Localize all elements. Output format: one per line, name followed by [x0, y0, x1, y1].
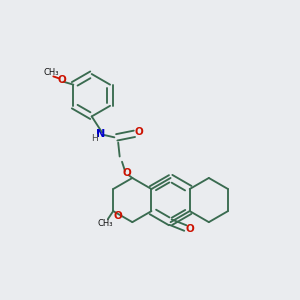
- Text: H: H: [91, 134, 98, 143]
- Text: O: O: [113, 211, 122, 221]
- Text: N: N: [97, 129, 106, 139]
- Text: O: O: [57, 75, 66, 85]
- Text: CH₃: CH₃: [43, 68, 59, 77]
- Text: CH₃: CH₃: [97, 219, 113, 228]
- Text: O: O: [186, 224, 194, 235]
- Text: O: O: [122, 168, 131, 178]
- Text: O: O: [134, 127, 143, 137]
